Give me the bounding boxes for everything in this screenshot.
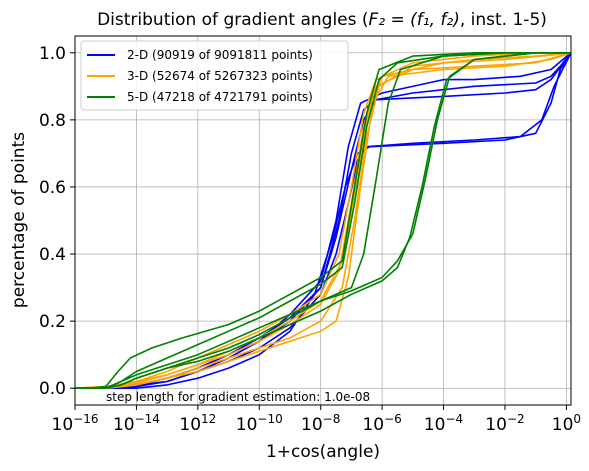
x-axis-label: 1+cos(angle) (266, 442, 380, 462)
y-tick-label: 1.0 (39, 44, 66, 64)
curve-series-1-instance-5 (75, 52, 571, 389)
x-tick-label: 1012 (179, 412, 216, 435)
y-tick-label: 0.0 (39, 379, 66, 399)
legend: 2-D (90919 of 9091811 points) 3-D (52674 … (80, 40, 349, 111)
curve-series-2-instance-1 (75, 52, 571, 389)
x-tick-label: 10−2 (485, 412, 524, 435)
chart-title-suffix: , inst. 1-5) (460, 10, 547, 30)
x-tick-label: 10−16 (52, 412, 99, 435)
data-curves (75, 52, 571, 389)
legend-box (80, 40, 349, 111)
curve-series-2-instance-5 (75, 52, 571, 389)
y-tick-label: 0.4 (39, 245, 66, 265)
step-length-annotation: step length for gradient estimation: 1.0… (106, 390, 370, 404)
legend-label: 2-D (90919 of 9091811 points) (127, 48, 313, 62)
x-tick-label: 10−6 (362, 412, 401, 435)
x-tick-label: 10−10 (236, 412, 283, 435)
y-axis-label: percentage of points (9, 132, 29, 308)
x-tick-label: 100 (552, 412, 581, 435)
curve-series-1-instance-2 (75, 52, 571, 389)
chart-title: Distribution of gradient angles (F₂ = (f… (97, 10, 547, 30)
chart-title-math: F₂ = (f₁, f₂) (369, 10, 460, 30)
curve-series-3-instance-3 (75, 52, 571, 389)
x-tick-label: 10−8 (301, 412, 340, 435)
plot-frame (74, 35, 572, 406)
y-tick-label: 0.8 (39, 111, 66, 131)
curve-series-2-instance-4 (75, 52, 571, 389)
curve-series-3-instance-4 (75, 52, 571, 389)
curve-series-3-instance-1 (75, 52, 571, 389)
y-tick-label: 0.2 (39, 312, 66, 332)
legend-label: 3-D (52674 of 5267323 points) (127, 69, 313, 83)
curve-series-1-instance-4 (75, 52, 571, 389)
x-tick-label: 10−4 (424, 412, 463, 435)
curve-series-3-instance-5 (75, 52, 571, 389)
chart-title-prefix: Distribution of gradient angles ( (97, 10, 368, 30)
legend-label: 5-D (47218 of 4721791 points) (127, 90, 313, 104)
x-axis-ticks: 10−16 10−14 1012 10−10 10−8 10−6 10−4 10−2 100 (52, 405, 581, 435)
y-tick-label: 0.6 (39, 178, 66, 198)
x-tick-label: 10−14 (113, 412, 160, 435)
y-axis-ticks: 0.0 0.2 0.4 0.6 0.8 1.0 (39, 44, 75, 399)
